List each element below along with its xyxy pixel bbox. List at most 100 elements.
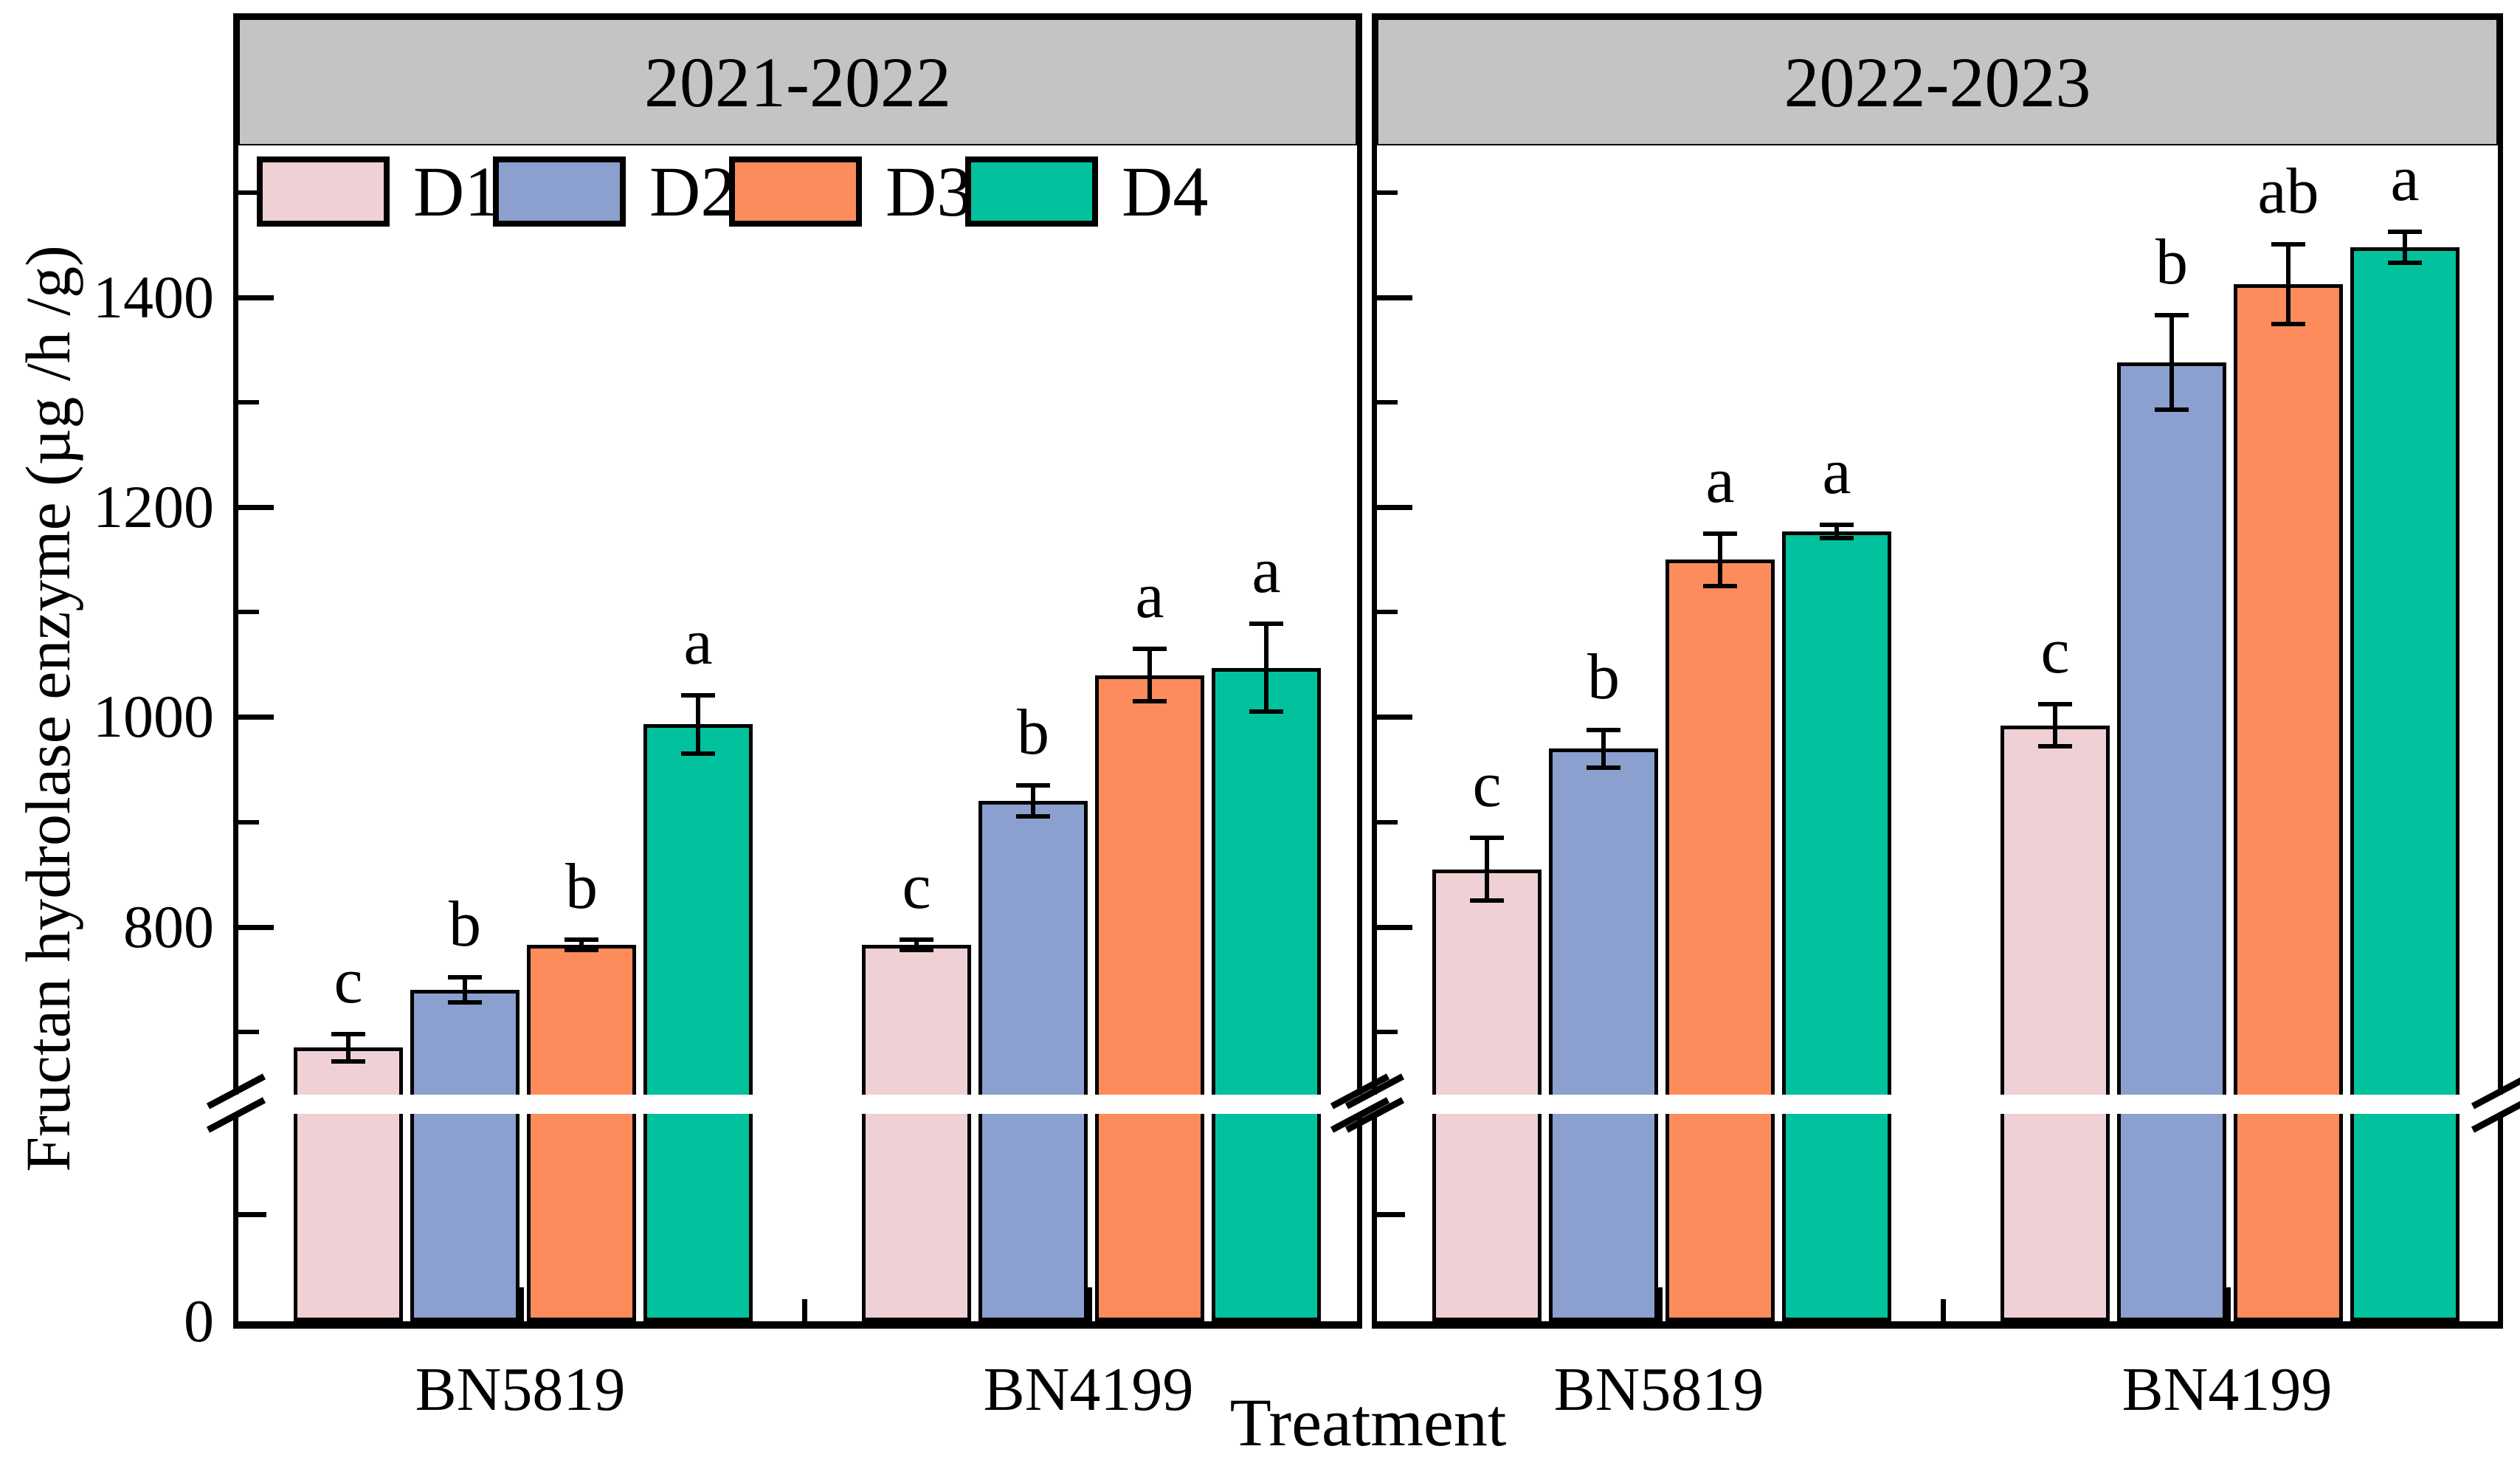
error-bar (1147, 649, 1152, 702)
significance-letter: ab (2257, 155, 2319, 227)
bar-BN5819-D2 (410, 989, 519, 1321)
panel-header: 2021-2022 (233, 13, 1362, 151)
bar-BN4199-D1 (862, 944, 971, 1321)
error-bar-cap-bottom (2038, 744, 2072, 749)
y-major-tick (1377, 715, 1412, 720)
bar-BN5819-D3 (1665, 560, 1775, 1321)
error-bar (696, 695, 700, 754)
significance-letter: c (1472, 748, 1502, 821)
significance-letter: b (2155, 227, 2188, 299)
significance-letter: a (1135, 560, 1164, 633)
panel-title: 2022-2023 (1784, 42, 2091, 122)
group-label: BN4199 (983, 1355, 1194, 1424)
error-bar (1834, 525, 1839, 538)
y-minor-tick (238, 610, 259, 615)
legend-label-D4: D4 (1122, 152, 1209, 231)
y-minor-tick (1377, 190, 1398, 195)
error-bar (914, 939, 919, 950)
plot-panel: c b a a c b ab a (1344, 142, 2520, 1329)
bar-BN5819-D4 (1782, 531, 1891, 1321)
error-bar-cap-bottom (1587, 765, 1620, 770)
y-minor-tick-lower (238, 1212, 266, 1217)
y-minor-tick (238, 400, 259, 405)
bar-BN4199-D2 (2117, 362, 2226, 1321)
y-minor-tick (238, 190, 259, 195)
error-bar-cap-bottom (1016, 814, 1050, 819)
error-bar (463, 977, 467, 1002)
bar-BN4199-D3 (1095, 675, 1204, 1321)
error-bar-cap-bottom (331, 1058, 365, 1064)
bar-BN4199-D4 (1212, 667, 1321, 1321)
legend-swatch-D1 (257, 156, 390, 227)
error-bar (2286, 244, 2291, 324)
x-minor-tick (1941, 1299, 1946, 1321)
legend-label-D2: D2 (649, 152, 736, 231)
axis-break-band (1372, 1095, 2503, 1114)
y-minor-tick (1377, 1029, 1398, 1034)
error-bar (2169, 315, 2174, 410)
error-bar-cap-top (2271, 241, 2305, 247)
y-major-tick (238, 505, 274, 511)
error-bar (1601, 729, 1606, 768)
error-bar-cap-bottom (1249, 709, 1283, 715)
significance-letter: b (565, 850, 598, 923)
error-bar-cap-bottom (681, 751, 715, 757)
error-bar-cap-top (1470, 835, 1504, 840)
bar-BN4199-D3 (2234, 283, 2343, 1321)
y-major-tick (1377, 505, 1412, 511)
error-bar-cap-top (681, 692, 715, 698)
y-minor-tick (1377, 400, 1398, 405)
error-bar-cap-top (1249, 622, 1283, 626)
error-bar (2403, 231, 2407, 264)
error-bar-cap-top (1820, 523, 1854, 528)
x-major-tick (1085, 1287, 1092, 1321)
error-bar-cap-bottom (2271, 321, 2305, 326)
error-bar-cap-top (565, 937, 598, 942)
y-tick-label: 1000 (93, 683, 214, 751)
significance-letter: c (902, 850, 931, 923)
plot-panel: c b b a c b a a (206, 145, 1390, 1329)
panel-header: 2022-2023 (1372, 13, 2503, 151)
error-bar-cap-bottom (2388, 261, 2422, 266)
y-tick-label: 800 (123, 892, 214, 960)
error-bar-cap-top (331, 1031, 365, 1036)
significance-letter: c (2040, 616, 2070, 688)
legend-swatch-D4 (965, 156, 1098, 227)
error-bar-cap-bottom (1470, 898, 1504, 903)
error-bar-cap-top (900, 937, 933, 942)
legend-swatch-D2 (493, 156, 626, 227)
group-label: BN5819 (415, 1355, 626, 1424)
y-minor-tick-lower (1377, 1212, 1405, 1217)
error-bar-cap-top (1587, 727, 1620, 732)
error-bar-cap-bottom (1703, 583, 1737, 588)
y-minor-tick (1377, 610, 1398, 615)
legend-label-D1: D1 (413, 152, 500, 231)
significance-letter: a (1822, 436, 1851, 509)
error-bar (579, 939, 584, 950)
y-major-tick (1377, 924, 1412, 930)
y-minor-tick (1377, 819, 1398, 825)
error-bar-cap-top (1016, 782, 1050, 788)
significance-letter: b (449, 888, 481, 960)
significance-letter: a (2390, 142, 2420, 215)
error-bar (1264, 624, 1268, 712)
bar-BN4199-D2 (978, 801, 1088, 1321)
significance-letter: a (1252, 535, 1281, 607)
y-minor-tick (238, 819, 259, 825)
bar-BN5819-D4 (643, 724, 753, 1321)
x-minor-tick (802, 1299, 807, 1321)
bar-BN4199-D1 (2001, 725, 2110, 1321)
error-bar-cap-bottom (2155, 407, 2189, 413)
y-minor-tick (238, 1029, 259, 1034)
error-bar-cap-top (2388, 229, 2422, 234)
error-bar-cap-bottom (565, 947, 598, 952)
legend-swatch-D3 (729, 156, 862, 227)
group-label: BN5819 (1553, 1355, 1764, 1424)
error-bar (1718, 533, 1722, 586)
error-bar-cap-bottom (1820, 535, 1854, 540)
significance-letter: a (1705, 444, 1735, 517)
group-label: BN4199 (2122, 1355, 2333, 1424)
y-tick-label: 1200 (93, 473, 214, 541)
x-major-tick (1656, 1287, 1663, 1321)
